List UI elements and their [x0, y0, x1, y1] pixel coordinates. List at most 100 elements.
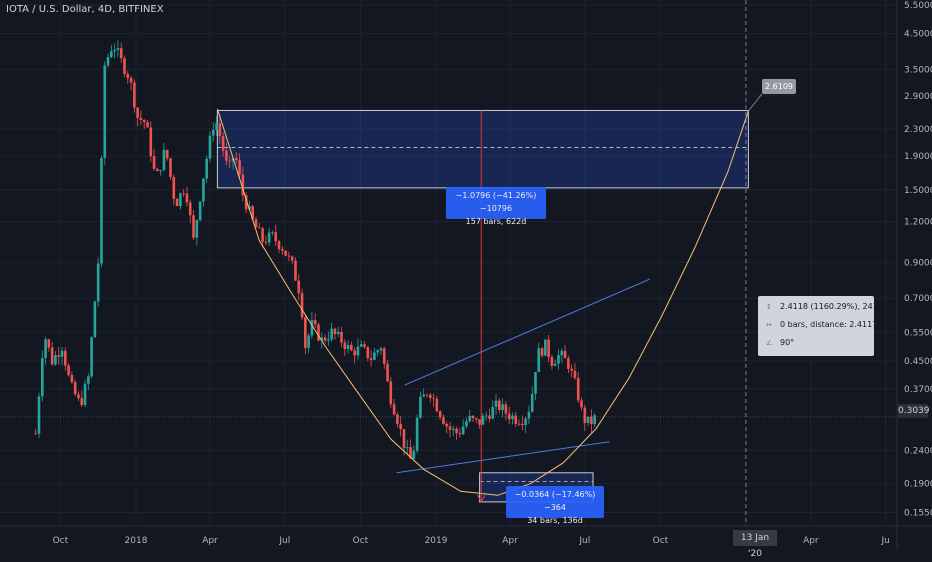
bottom-range-change: −0.0364 (−17.46%) −364: [514, 490, 596, 512]
candle-body: [198, 201, 202, 221]
candle-body: [402, 429, 406, 449]
candle-body: [567, 358, 570, 369]
candle-body: [113, 49, 116, 52]
candle-body: [504, 404, 508, 414]
last-price-tag: 0.3039: [898, 404, 930, 418]
x-tick-label: Apr: [803, 536, 819, 546]
candle-body: [208, 135, 212, 159]
candle-body: [251, 206, 255, 220]
candle-body: [455, 428, 458, 434]
candle-body: [83, 383, 87, 405]
info-row-bars: ↔ 0 bars, distance: 2.41176: [766, 316, 882, 334]
candle-body: [44, 339, 47, 359]
candle-body: [244, 195, 248, 210]
candle-body: [346, 344, 350, 350]
candle-body: [557, 355, 560, 364]
top-range-bars: 157 bars, 622d: [465, 217, 527, 226]
candle-body: [340, 331, 343, 343]
candle-body: [586, 416, 590, 424]
candle-body: [468, 415, 472, 422]
candle-body: [34, 433, 38, 435]
candle-body: [146, 122, 149, 128]
candle-body: [445, 423, 449, 427]
candle-body: [80, 398, 84, 405]
candle-body: [475, 418, 478, 420]
candle-body: [129, 78, 133, 83]
candle-body: [573, 370, 577, 378]
candle-body: [336, 331, 340, 334]
candle-body: [465, 421, 468, 427]
candle-body: [225, 150, 228, 161]
candle-body: [254, 219, 258, 228]
candle-body: [182, 193, 185, 195]
y-tick-label: 3.5000: [904, 65, 932, 75]
candle-body: [560, 350, 564, 356]
candle-body: [405, 447, 409, 449]
candle-body: [488, 415, 491, 419]
candle-body: [60, 350, 64, 357]
measure-arrow-head: [476, 494, 486, 503]
candle-body: [514, 415, 518, 424]
candle-body: [553, 363, 557, 366]
candle-body: [218, 123, 222, 137]
bottom-range-bars: 34 bars, 136d: [527, 516, 583, 525]
candle-body: [202, 178, 205, 202]
candle-body: [517, 423, 521, 425]
candle-body: [54, 355, 57, 365]
candle-body: [261, 228, 264, 242]
candle-body: [451, 428, 455, 430]
cup-curve: [216, 108, 749, 496]
candle-body: [106, 57, 110, 66]
candle-body: [376, 350, 379, 353]
x-tick-label: Oct: [53, 536, 69, 546]
top-range-change: −1.0796 (−41.26%) −10796: [455, 191, 537, 213]
candle-body: [149, 127, 153, 157]
candle-body: [172, 176, 176, 199]
candle-body: [327, 339, 330, 341]
candle-body: [103, 65, 107, 159]
candle-body: [123, 58, 126, 74]
candle-body: [521, 423, 524, 425]
angle-icon: ∠: [766, 339, 773, 347]
candle-body: [277, 241, 281, 250]
candle-body: [119, 48, 123, 59]
y-tick-label: 2.3000: [904, 125, 932, 135]
candle-body: [363, 344, 366, 347]
candle-body: [93, 301, 97, 338]
candle-body: [442, 417, 445, 424]
candle-body: [379, 348, 383, 351]
candle-body: [50, 347, 54, 365]
candle-body: [297, 280, 301, 294]
candle-body: [294, 260, 297, 281]
candle-body: [64, 350, 67, 366]
candle-body: [287, 255, 291, 257]
candle-body: [274, 232, 278, 242]
candle-body: [583, 407, 587, 424]
candle-body: [409, 447, 412, 459]
candle-body: [320, 337, 324, 341]
candle-body: [307, 335, 310, 348]
candle-body: [428, 394, 432, 398]
candle-body: [544, 339, 547, 356]
candle-body: [359, 344, 363, 347]
candle-body: [248, 206, 251, 210]
x-tick-label: 2018: [125, 536, 148, 546]
candle-body: [96, 263, 100, 302]
candle-body: [156, 168, 159, 172]
candle-body: [241, 174, 245, 196]
candle-series: [34, 40, 596, 460]
candle-body: [142, 120, 146, 123]
candle-body: [392, 404, 396, 415]
candle-body: [87, 376, 90, 384]
candle-body: [90, 337, 93, 377]
candle-body: [228, 160, 232, 162]
channel-lower-line: [396, 441, 610, 474]
